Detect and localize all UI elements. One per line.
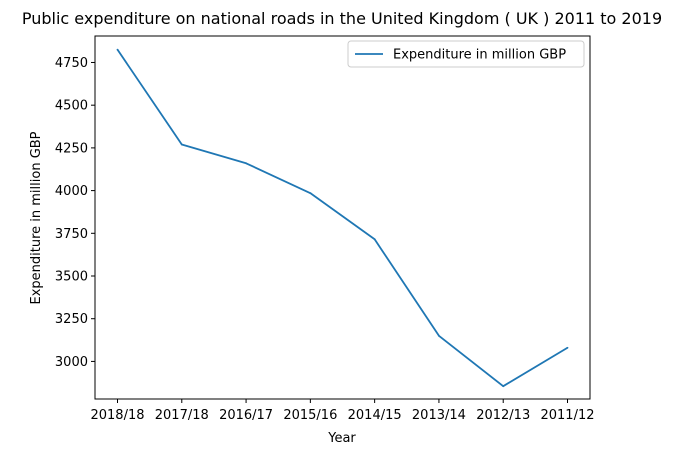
series-layer (116, 48, 569, 388)
data-point (502, 385, 505, 388)
data-point (566, 346, 569, 349)
data-point (309, 192, 312, 195)
data-point (373, 238, 376, 241)
y-tick-label: 4500 (55, 99, 88, 114)
y-tick-label: 4000 (55, 184, 88, 199)
y-tick-label: 4750 (55, 56, 88, 71)
y-tick-label: 3250 (55, 312, 88, 327)
y-tick-label: 3500 (55, 270, 88, 285)
data-point (180, 143, 183, 146)
y-tick-label: 3750 (55, 227, 88, 242)
x-tick-label: 2013/14 (412, 408, 466, 423)
data-point (438, 334, 440, 337)
chart-title: Public expenditure on national roads in … (22, 9, 662, 28)
y-axis-title: Expenditure in million GBP (29, 131, 44, 304)
y-tick-label: 3000 (55, 355, 88, 370)
series-line (116, 49, 568, 388)
x-tick-label: 2012/13 (476, 408, 530, 423)
data-point (245, 162, 247, 165)
legend-box (347, 40, 585, 68)
x-tick-label: 2011/12 (540, 408, 594, 423)
y-tick-label: 4250 (55, 141, 88, 156)
x-axis-title: Year (327, 431, 356, 446)
x-axis: 2018/18 2017/18 2016/17 2015/16 2014/15 2013/… (90, 399, 595, 423)
x-tick-label: 2016/17 (219, 408, 273, 423)
legend: Expenditure in million GBP (347, 40, 585, 68)
x-tick-label: 2014/15 (348, 408, 402, 423)
x-tick-label: 2017/18 (155, 408, 209, 423)
x-tick-label: 2015/16 (283, 408, 337, 423)
plot-area (94, 35, 591, 400)
y-axis: 3000 3250 3500 3750 4000 4250 4500 4750 (55, 56, 95, 370)
x-tick-label: 2018/18 (90, 408, 144, 423)
legend-label: Expenditure in million GBP (393, 48, 566, 63)
data-point (116, 48, 119, 51)
